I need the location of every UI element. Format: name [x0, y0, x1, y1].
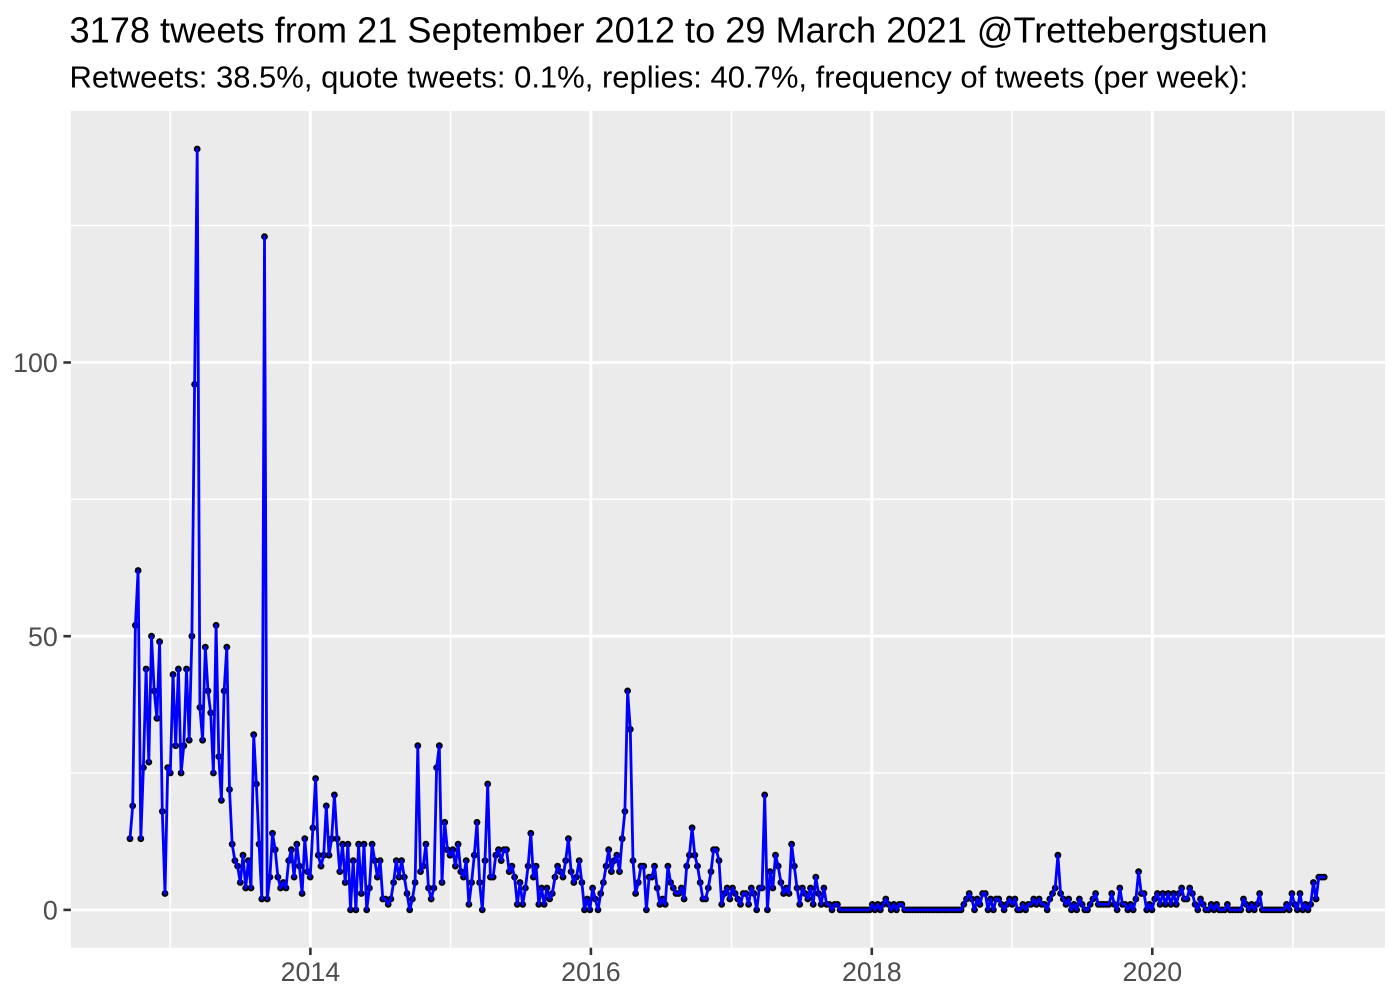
- svg-text:2016: 2016: [561, 957, 621, 987]
- svg-text:Retweets: 38.5%, quote tweets:: Retweets: 38.5%, quote tweets: 0.1%, rep…: [70, 59, 1249, 94]
- svg-text:2018: 2018: [842, 957, 902, 987]
- svg-text:2020: 2020: [1122, 957, 1182, 987]
- svg-text:3178 tweets from 21 September: 3178 tweets from 21 September 2012 to 29…: [70, 9, 1268, 50]
- svg-text:50: 50: [28, 622, 58, 652]
- svg-text:2014: 2014: [281, 957, 341, 987]
- svg-text:100: 100: [13, 348, 58, 378]
- svg-text:0: 0: [43, 896, 58, 926]
